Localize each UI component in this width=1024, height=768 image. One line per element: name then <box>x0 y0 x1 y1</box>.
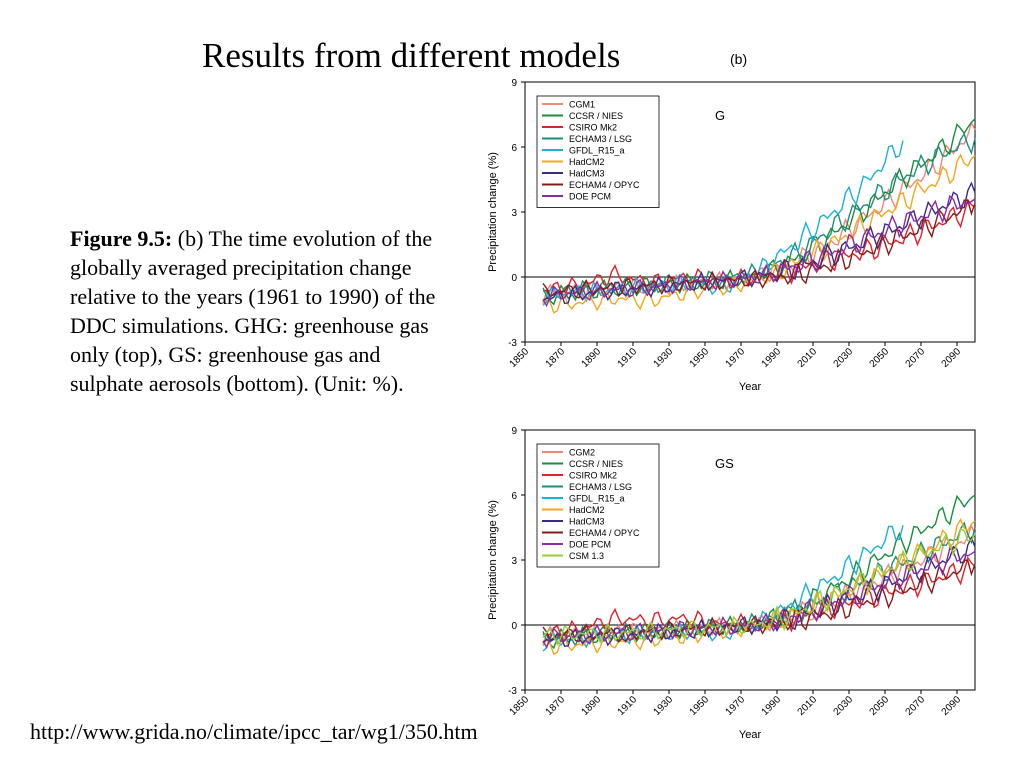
series-line-doe-pcm <box>542 194 976 308</box>
series-line-hadcm2 <box>542 518 976 656</box>
series-line-csm-1-3 <box>542 528 976 646</box>
y-tick-label: 9 <box>511 426 517 437</box>
y-tick-label: -3 <box>508 338 517 349</box>
caption-label: Figure 9.5: <box>70 226 173 251</box>
chart-ghg: -3 0 3 6 9 1850 1870 1890 1910 1930 1950 1970 1990 20… <box>487 78 976 393</box>
legend-label: CGM1 <box>569 100 595 110</box>
panel-label: GS <box>715 456 734 471</box>
legend-label: GFDL_R15_a <box>569 146 625 156</box>
x-tick-label: 2010 <box>796 346 820 370</box>
x-tick-label: 1930 <box>652 346 676 370</box>
chart-gs: -3 0 3 6 9 1850 1870 1890 1910 1930 1950 1970 1990 20… <box>487 426 976 741</box>
figure-caption: Figure 9.5: (b) The time evolution of th… <box>70 224 440 398</box>
y-tick-label: 0 <box>511 621 517 632</box>
source-link[interactable]: http://www.grida.no/climate/ipcc_tar/wg1… <box>30 719 478 744</box>
x-tick-label: 2030 <box>832 346 856 370</box>
y-tick-label: 0 <box>511 273 517 284</box>
panel-tag: (b) <box>730 51 748 67</box>
legend-label: CSM 1.3 <box>569 551 604 561</box>
y-axis-label: Precipitation change (%) <box>487 152 499 272</box>
x-tick-label: 2090 <box>940 694 964 718</box>
legend-label: ECHAM3 / LSG <box>569 134 632 144</box>
legend-label: CCSR / NIES <box>569 459 623 469</box>
x-tick-label: 1890 <box>580 694 604 718</box>
legend-label: CCSR / NIES <box>569 111 623 121</box>
legend-label: GFDL_R15_a <box>569 494 625 504</box>
legend-label: CSIRO Mk2 <box>569 471 617 481</box>
x-tick-label: 1890 <box>580 346 604 370</box>
y-tick-label: 3 <box>511 208 517 219</box>
x-tick-label: 1870 <box>544 346 568 370</box>
series-line-hadcm2 <box>542 153 976 314</box>
series-line-doe-pcm <box>542 547 976 649</box>
legend-label: CGM2 <box>569 448 595 458</box>
legend-label: CSIRO Mk2 <box>569 123 617 133</box>
x-tick-label: 2070 <box>904 346 928 370</box>
caption-text: (b) The time evolution of the globally a… <box>70 226 436 396</box>
x-tick-label: 1850 <box>508 694 532 718</box>
legend-label: DOE PCM <box>569 192 611 202</box>
x-tick-label: 2050 <box>868 694 892 718</box>
x-tick-label: 2050 <box>868 346 892 370</box>
legend-label: DOE PCM <box>569 540 611 550</box>
legend-label: ECHAM4 / OPYC <box>569 528 640 538</box>
x-tick-label: 1970 <box>724 694 748 718</box>
x-tick-label: 1990 <box>760 694 784 718</box>
x-tick-label: 1910 <box>616 694 640 718</box>
x-tick-label: 2010 <box>796 694 820 718</box>
x-tick-label: 1970 <box>724 346 748 370</box>
x-axis-label: Year <box>739 381 762 393</box>
legend-label: HadCM2 <box>569 157 605 167</box>
x-tick-label: 2090 <box>940 346 964 370</box>
y-tick-label: 6 <box>511 143 517 154</box>
series-line-csiro-mk2 <box>542 198 976 299</box>
y-tick-label: 3 <box>511 556 517 567</box>
slide-title: Results from different models <box>202 36 621 75</box>
series-line-echam4-opyc <box>542 558 976 643</box>
legend-label: HadCM3 <box>569 169 605 179</box>
y-tick-label: -3 <box>508 686 517 697</box>
x-tick-label: 2070 <box>904 694 928 718</box>
x-tick-label: 1870 <box>544 694 568 718</box>
y-axis-label: Precipitation change (%) <box>487 500 499 620</box>
x-tick-label: 1990 <box>760 346 784 370</box>
x-tick-label: 1910 <box>616 346 640 370</box>
x-tick-label: 1950 <box>688 694 712 718</box>
x-tick-label: 2030 <box>832 694 856 718</box>
legend-label: HadCM3 <box>569 517 605 527</box>
x-axis-label: Year <box>739 729 762 741</box>
panel-label: G <box>715 108 725 123</box>
x-tick-label: 1950 <box>688 346 712 370</box>
legend-label: ECHAM3 / LSG <box>569 482 632 492</box>
legend-label: HadCM2 <box>569 505 605 515</box>
y-tick-label: 9 <box>511 78 517 89</box>
series-line-echam4-opyc <box>542 199 976 299</box>
y-tick-label: 6 <box>511 491 517 502</box>
x-tick-label: 1930 <box>652 694 676 718</box>
x-tick-label: 1850 <box>508 346 532 370</box>
legend-label: ECHAM4 / OPYC <box>569 180 640 190</box>
